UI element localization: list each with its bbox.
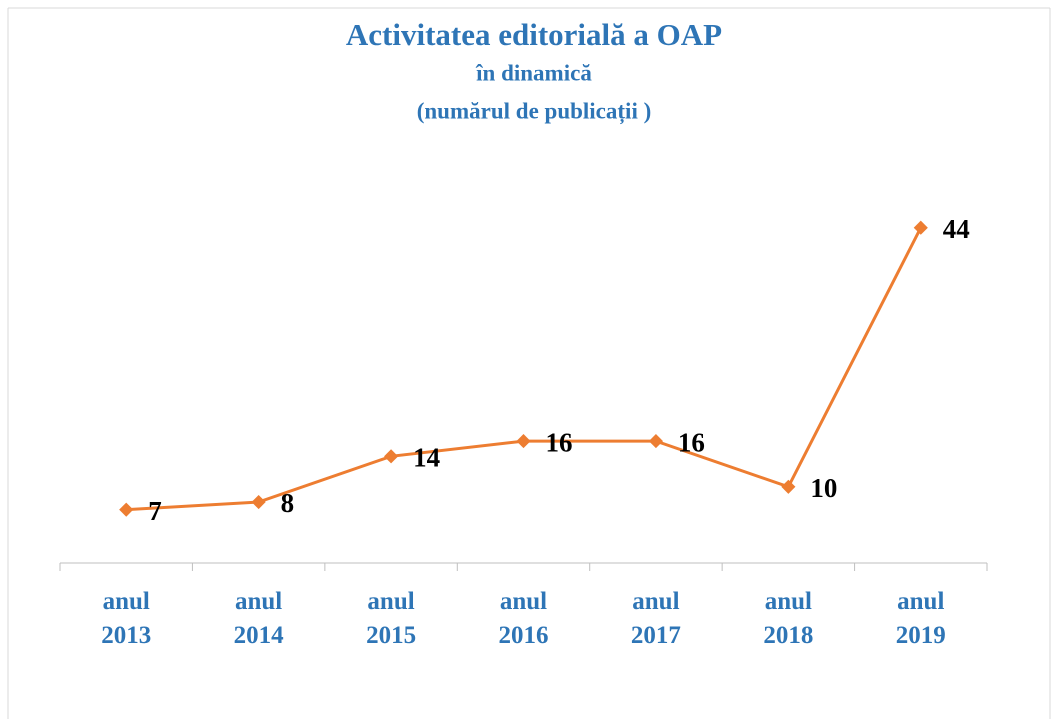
chart-subtitle: în dinamică (475, 60, 592, 85)
chart-title: Activitatea editorială a OAP (346, 17, 722, 52)
x-tick-label: anul 2015 (366, 588, 417, 649)
line (126, 227, 923, 512)
marker (251, 494, 266, 510)
data-label: 44 (943, 214, 970, 244)
x-tick-label: anul 2017 (630, 588, 681, 649)
marker (781, 479, 796, 494)
marker (913, 220, 928, 235)
x-tick-label: anul 2013 (101, 588, 152, 649)
marker (119, 502, 134, 517)
x-tick-label: anul 2014 (233, 588, 284, 649)
data-label: 14 (413, 443, 440, 473)
marker (384, 449, 399, 464)
x-tick-label: anul 2019 (895, 588, 946, 649)
data-label: 16 (546, 427, 573, 457)
data-label: 8 (281, 488, 295, 518)
data-label: 16 (678, 427, 705, 457)
x-tick-label: anul 2016 (498, 588, 549, 649)
x-tick-label: anul 2018 (763, 588, 814, 649)
marker (648, 434, 663, 449)
data-label: 10 (810, 473, 837, 503)
chart-subtitle: (numărul de publicații ) (417, 98, 652, 124)
marker (516, 434, 531, 449)
data-label: 7 (148, 496, 162, 526)
